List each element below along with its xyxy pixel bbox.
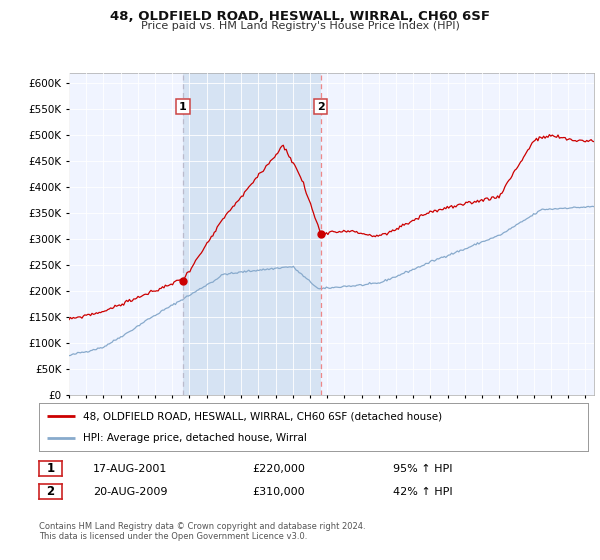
Text: 20-AUG-2009: 20-AUG-2009: [93, 487, 167, 497]
Point: [178, 276, 188, 285]
Text: HPI: Average price, detached house, Wirral: HPI: Average price, detached house, Wirr…: [83, 433, 307, 443]
Text: 48, OLDFIELD ROAD, HESWALL, WIRRAL, CH60 6SF (detached house): 48, OLDFIELD ROAD, HESWALL, WIRRAL, CH60…: [83, 411, 442, 421]
Text: £310,000: £310,000: [252, 487, 305, 497]
Text: 2: 2: [46, 485, 55, 498]
Point: [316, 230, 326, 239]
Text: 1: 1: [179, 101, 187, 111]
Text: Contains HM Land Registry data © Crown copyright and database right 2024.
This d: Contains HM Land Registry data © Crown c…: [39, 522, 365, 542]
Text: 1: 1: [46, 462, 55, 475]
Text: 42% ↑ HPI: 42% ↑ HPI: [393, 487, 452, 497]
Text: 95% ↑ HPI: 95% ↑ HPI: [393, 464, 452, 474]
Text: £220,000: £220,000: [252, 464, 305, 474]
Text: 48, OLDFIELD ROAD, HESWALL, WIRRAL, CH60 6SF: 48, OLDFIELD ROAD, HESWALL, WIRRAL, CH60…: [110, 10, 490, 23]
Text: Price paid vs. HM Land Registry's House Price Index (HPI): Price paid vs. HM Land Registry's House …: [140, 21, 460, 31]
Text: 2: 2: [317, 101, 325, 111]
Text: 17-AUG-2001: 17-AUG-2001: [93, 464, 167, 474]
Bar: [183, 73, 321, 395]
